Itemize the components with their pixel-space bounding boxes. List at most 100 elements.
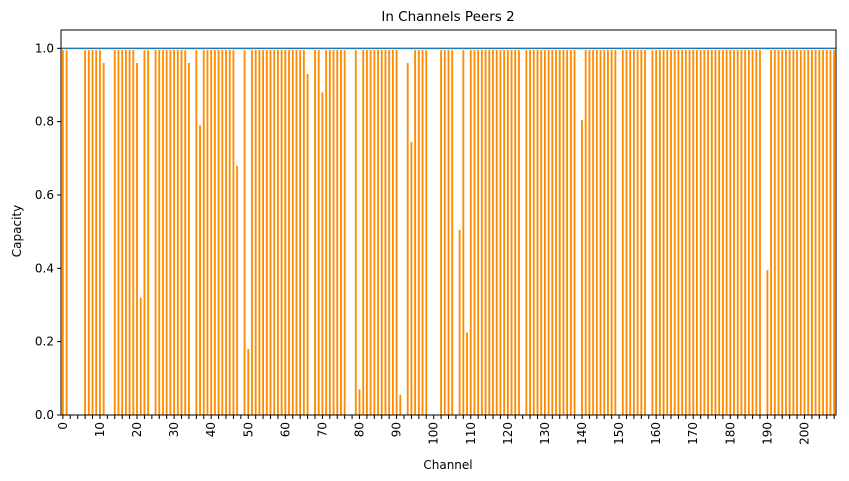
bar-195 [785, 50, 787, 416]
bar-193 [777, 50, 780, 416]
bar-25 [154, 50, 157, 416]
y-tick-label: 0.6 [35, 188, 54, 202]
bar-194 [781, 50, 784, 416]
bar-165 [673, 50, 676, 416]
bar-186 [751, 50, 754, 416]
bar-0 [61, 50, 64, 416]
x-tick-label: 30 [167, 422, 181, 437]
x-tick-label: 130 [538, 422, 552, 445]
x-tick-label: 40 [204, 422, 218, 437]
bar-173 [703, 50, 706, 416]
bar-59 [280, 50, 283, 416]
bar-191 [770, 50, 773, 416]
bar-174 [707, 50, 709, 416]
bar-148 [610, 50, 613, 416]
bar-141 [584, 50, 587, 416]
bar-197 [792, 50, 795, 416]
bar-80 [358, 389, 361, 415]
bar-152 [625, 50, 628, 416]
bar-43 [221, 50, 224, 416]
bar-14 [113, 50, 116, 416]
x-tick-label: 60 [278, 422, 292, 437]
bar-170 [692, 50, 695, 416]
bar-202 [810, 50, 813, 416]
chart-title: In Channels Peers 2 [381, 9, 514, 25]
bar-115 [488, 50, 491, 416]
bar-137 [569, 50, 572, 416]
bar-134 [558, 50, 561, 416]
bar-76 [343, 50, 346, 416]
bar-112 [477, 50, 480, 416]
bar-114 [484, 50, 487, 416]
bar-71 [325, 50, 328, 416]
y-tick-label: 1.0 [35, 41, 54, 55]
bar-74 [336, 50, 339, 416]
x-tick-label: 170 [686, 422, 700, 445]
bar-96 [417, 50, 420, 416]
bar-63 [295, 50, 298, 416]
bar-65 [302, 50, 305, 416]
bar-110 [469, 50, 472, 416]
bar-201 [807, 50, 810, 416]
bar-181 [733, 50, 735, 416]
bar-138 [573, 50, 576, 416]
bar-171 [696, 50, 698, 416]
bar-21 [139, 297, 142, 415]
bar-153 [629, 50, 632, 416]
bar-19 [132, 50, 135, 416]
bar-46 [232, 50, 235, 416]
bar-39 [206, 50, 209, 416]
bar-56 [269, 50, 272, 416]
bar-154 [632, 50, 635, 416]
bar-15 [117, 50, 120, 416]
bar-164 [670, 50, 672, 416]
x-tick-label: 20 [130, 422, 144, 437]
bar-156 [640, 50, 643, 416]
bar-7 [87, 50, 90, 416]
bar-136 [566, 50, 569, 416]
bar-128 [536, 50, 539, 416]
bar-126 [529, 50, 531, 416]
bar-121 [510, 50, 513, 416]
bar-49 [243, 50, 246, 416]
bar-17 [124, 50, 127, 416]
x-tick-label: 200 [797, 422, 811, 445]
bar-151 [621, 50, 624, 416]
bar-111 [473, 50, 476, 416]
bar-28 [165, 50, 168, 416]
x-tick-label: 70 [315, 422, 329, 437]
bar-69 [317, 50, 320, 416]
bar-190 [766, 270, 769, 415]
bar-83 [369, 50, 372, 416]
x-tick-label: 90 [390, 422, 404, 437]
bar-61 [288, 50, 290, 416]
bar-6 [84, 50, 87, 416]
bar-45 [228, 50, 231, 416]
x-tick-label: 140 [575, 422, 589, 445]
bar-54 [262, 50, 265, 416]
bar-167 [681, 50, 684, 416]
bar-34 [188, 63, 190, 415]
bar-162 [662, 50, 665, 416]
bar-200 [803, 50, 806, 416]
bar-178 [721, 50, 724, 416]
bar-73 [332, 50, 335, 416]
bar-27 [162, 50, 164, 416]
bar-70 [321, 92, 324, 415]
x-tick-label: 110 [464, 422, 478, 445]
bar-198 [796, 50, 798, 416]
x-tick-label: 160 [649, 422, 663, 445]
bars-group [61, 50, 836, 416]
bar-131 [547, 50, 550, 416]
bar-108 [462, 50, 465, 416]
bar-33 [184, 50, 187, 416]
bar-130 [543, 50, 546, 416]
bar-102 [440, 50, 443, 416]
bar-20 [136, 63, 138, 415]
bar-149 [614, 50, 617, 416]
bar-132 [551, 50, 554, 416]
x-tick-label: 150 [612, 422, 626, 445]
bar-62 [291, 50, 294, 416]
bar-123 [518, 50, 520, 416]
